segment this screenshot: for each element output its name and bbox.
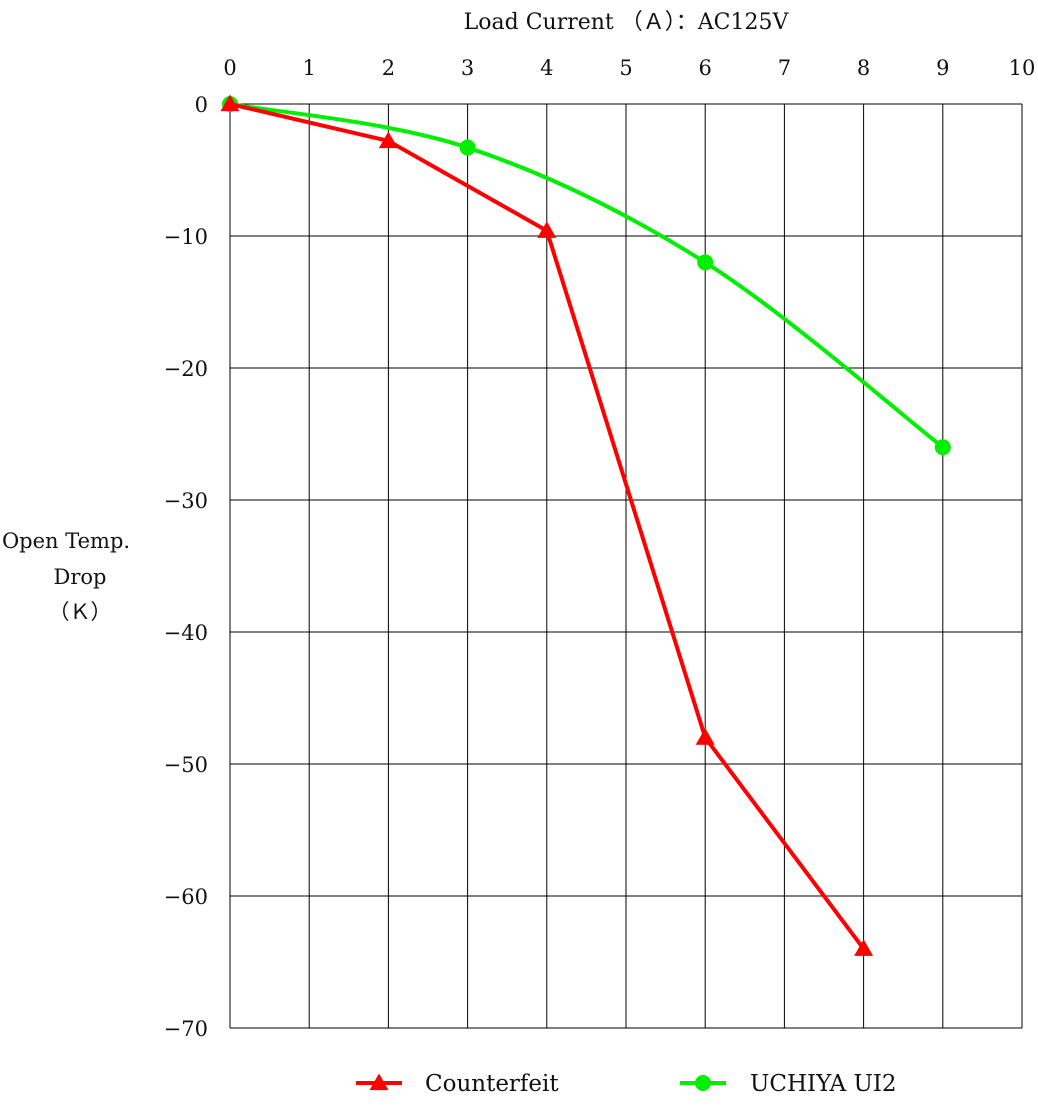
y-tick-label: −50: [164, 753, 208, 777]
data-point-uchiya-ui2: [697, 254, 714, 271]
series-uchiya-ui2: [222, 96, 951, 456]
legend: Counterfeit UCHIYA UI2: [356, 1071, 897, 1097]
data-point-uchiya-ui2: [459, 139, 476, 156]
x-tick-label: 6: [699, 56, 712, 80]
data-point-counterfeit: [854, 939, 874, 956]
x-axis-ticks: 0 1 2 3 4 5 6 7 8 9 10: [223, 56, 1035, 80]
x-tick-label: 1: [303, 56, 316, 80]
x-tick-label: 8: [857, 56, 870, 80]
x-axis-label: Load Current （Ａ）：AC125V: [464, 10, 790, 35]
legend-item-uchiya-ui2: UCHIYA UI2: [680, 1071, 897, 1097]
legend-marker: [695, 1075, 711, 1091]
legend-label: UCHIYA UI2: [750, 1071, 897, 1097]
data-point-counterfeit: [220, 94, 240, 112]
data-point-counterfeit: [537, 221, 557, 238]
x-tick-label: 7: [778, 56, 791, 80]
x-tick-label: 9: [936, 56, 949, 80]
series-line-uchiya-ui2: [229, 102, 945, 449]
y-axis-ticks: 0 −10 −20 −30 −40 −50 −60 −70: [164, 93, 208, 1041]
x-tick-label: 3: [461, 56, 474, 80]
y-tick-label: −40: [164, 621, 208, 645]
grid: [229, 103, 1023, 1029]
data-point-counterfeit: [695, 728, 715, 745]
x-tick-label: 5: [619, 56, 632, 80]
y-tick-label: −60: [164, 885, 208, 909]
x-tick-label: 2: [382, 56, 395, 80]
x-tick-label: 4: [540, 56, 553, 80]
y-axis-label-line-3: （Ｋ）: [49, 600, 112, 624]
legend-marker: [369, 1073, 389, 1091]
series-counterfeit: [220, 94, 874, 956]
series-layer: [220, 94, 951, 956]
y-tick-label: −10: [164, 225, 208, 249]
x-tick-label: 0: [223, 56, 236, 80]
y-tick-label: −70: [164, 1017, 208, 1041]
x-tick-label: 10: [1009, 56, 1036, 80]
y-axis-label-line-2: Drop: [54, 565, 107, 589]
y-tick-label: −20: [164, 357, 208, 381]
y-tick-label: 0: [195, 93, 208, 117]
data-point-uchiya-ui2: [934, 439, 951, 456]
y-tick-label: −30: [164, 489, 208, 513]
data-point-counterfeit: [378, 131, 398, 149]
legend-item-counterfeit: Counterfeit: [356, 1071, 559, 1097]
y-axis-label-line-1: Open Temp.: [2, 529, 130, 553]
legend-label: Counterfeit: [425, 1071, 559, 1097]
